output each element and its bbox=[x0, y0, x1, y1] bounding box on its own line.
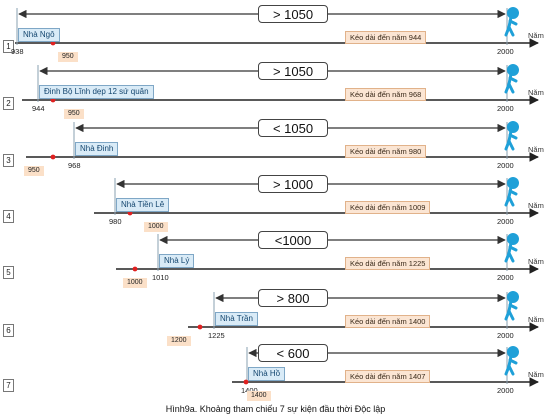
walking-person-icon bbox=[504, 299, 518, 321]
start-year: 980 bbox=[109, 217, 122, 226]
axis-unit: Năm bbox=[528, 88, 544, 97]
reference-year: 950 bbox=[58, 52, 78, 62]
start-year: 1010 bbox=[152, 273, 169, 282]
duration-box: < 1050 bbox=[258, 119, 328, 137]
reference-year: 1000 bbox=[123, 278, 147, 288]
row-number: 1 bbox=[3, 40, 14, 53]
duration-box: > 1000 bbox=[258, 175, 328, 193]
start-year: 1400 bbox=[241, 386, 258, 396]
duration-box: > 1050 bbox=[258, 62, 328, 80]
axis-unit: Năm bbox=[528, 201, 544, 210]
axis-unit: Năm bbox=[528, 370, 544, 379]
end-year: 2000 bbox=[497, 273, 514, 282]
row-number: 3 bbox=[3, 154, 14, 167]
row-number: 4 bbox=[3, 210, 14, 223]
dynasty-label: Nhà Đinh bbox=[75, 142, 119, 156]
event-dot bbox=[197, 324, 203, 330]
end-note: Kéo dài đến năm 944 bbox=[345, 31, 427, 44]
duration-box: <1000 bbox=[258, 231, 328, 249]
dynasty-label: Nhà Tiền Lê bbox=[116, 198, 170, 212]
start-year: 1225 bbox=[208, 331, 225, 340]
walking-person-icon bbox=[504, 129, 518, 151]
row-number: 6 bbox=[3, 324, 14, 337]
dynasty-label: Nhà Ngô bbox=[18, 28, 60, 42]
walking-person-icon bbox=[507, 7, 519, 19]
duration-box: > 1050 bbox=[258, 5, 328, 23]
walking-person-icon bbox=[504, 354, 518, 376]
walking-person-icon bbox=[507, 233, 519, 245]
row-number: 5 bbox=[3, 266, 14, 279]
start-year: 944 bbox=[32, 104, 45, 113]
axis-unit: Năm bbox=[528, 315, 544, 324]
dynasty-label: Nhà Trần bbox=[215, 312, 258, 326]
reference-year: 950 bbox=[24, 166, 44, 176]
dynasty-label: Đinh Bộ Lĩnh dẹp 12 sứ quân bbox=[39, 85, 154, 99]
end-note: Kéo dài đến năm 968 bbox=[345, 88, 427, 101]
end-year: 2000 bbox=[497, 161, 514, 170]
walking-person-icon bbox=[504, 185, 518, 207]
axis-unit: Năm bbox=[528, 145, 544, 154]
end-year: 2000 bbox=[497, 331, 514, 340]
walking-person-icon bbox=[507, 291, 519, 303]
walking-person-icon bbox=[507, 177, 519, 189]
figure-caption: Hình9a. Khoảng tham chiếu 7 sự kiện đầu … bbox=[165, 404, 386, 414]
start-year: 938 bbox=[11, 47, 24, 56]
end-year: 2000 bbox=[497, 217, 514, 226]
walking-person-icon bbox=[504, 72, 518, 94]
walking-person-icon bbox=[507, 64, 519, 76]
walking-person-icon bbox=[507, 121, 519, 133]
axis-unit: Năm bbox=[528, 31, 544, 40]
end-note: Kéo dài đến năm 1225 bbox=[345, 257, 431, 270]
event-dot bbox=[132, 266, 138, 272]
end-year: 2000 bbox=[497, 386, 514, 395]
end-note: Kéo dài đến năm 1009 bbox=[345, 201, 431, 214]
walking-person-icon bbox=[504, 15, 518, 37]
end-year: 2000 bbox=[497, 104, 514, 113]
reference-year: 1200 bbox=[167, 336, 191, 346]
walking-person-icon bbox=[504, 241, 518, 263]
end-note: Kéo dài đến năm 1400 bbox=[345, 315, 431, 328]
row-number: 7 bbox=[3, 379, 14, 392]
duration-box: < 600 bbox=[258, 344, 328, 362]
row-number: 2 bbox=[3, 97, 14, 110]
reference-year: 1000 bbox=[144, 222, 168, 232]
dynasty-label: Nhà Hồ bbox=[248, 367, 286, 381]
walking-person-icon bbox=[507, 346, 519, 358]
start-year: 968 bbox=[68, 161, 81, 170]
reference-year: 950 bbox=[64, 109, 84, 119]
reference-year: 1400 bbox=[247, 391, 271, 401]
event-dot bbox=[243, 379, 249, 385]
duration-box: > 800 bbox=[258, 289, 328, 307]
event-dot bbox=[50, 154, 56, 160]
dynasty-label: Nhà Lý bbox=[159, 254, 195, 268]
axis-unit: Năm bbox=[528, 257, 544, 266]
end-note: Kéo dài đến năm 980 bbox=[345, 145, 427, 158]
end-year: 2000 bbox=[497, 47, 514, 56]
end-note: Kéo dài đến năm 1407 bbox=[345, 370, 431, 383]
